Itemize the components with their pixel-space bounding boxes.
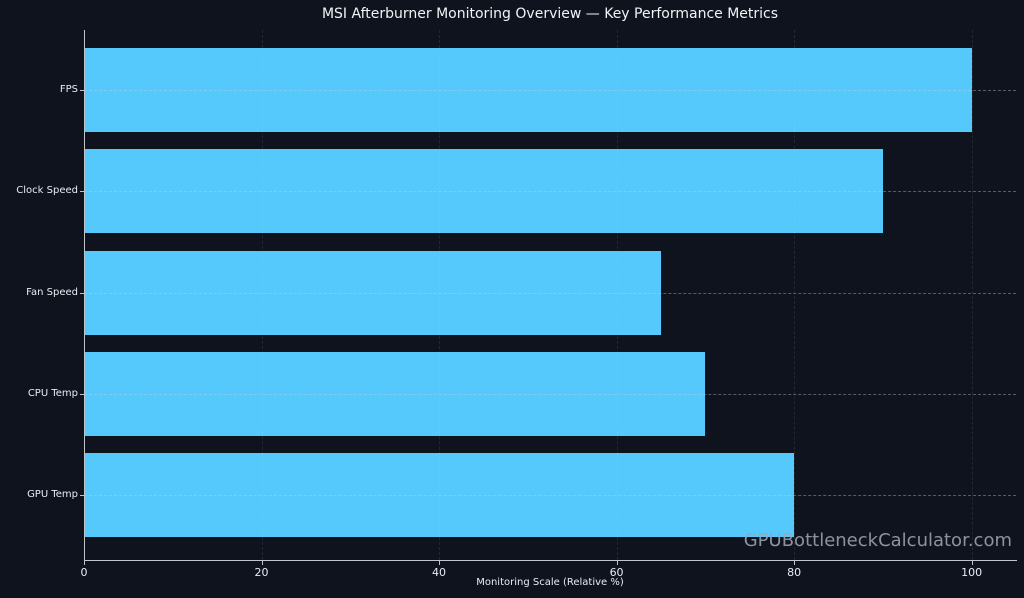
x-tick-label: 60 xyxy=(609,566,624,579)
y-tick-mark xyxy=(80,292,84,294)
v-gridline xyxy=(439,30,441,560)
v-gridline xyxy=(616,30,618,560)
x-tick-mark xyxy=(794,561,796,565)
y-axis-spine xyxy=(84,30,85,561)
x-tick-label: 40 xyxy=(432,566,447,579)
y-tick-label: FPS xyxy=(59,84,78,95)
bar-cpu-temp xyxy=(84,351,706,436)
bar-fan-speed xyxy=(84,250,661,335)
y-tick-mark xyxy=(80,393,84,395)
x-tick-label: 80 xyxy=(787,566,802,579)
plot-area xyxy=(84,30,1016,560)
x-tick-mark xyxy=(439,561,441,565)
x-axis-label: Monitoring Scale (Relative %) xyxy=(476,577,624,588)
x-tick-mark xyxy=(84,561,85,565)
y-tick-mark xyxy=(80,90,84,91)
x-tick-mark xyxy=(261,561,263,565)
v-gridline xyxy=(971,30,973,560)
bar-clock-speed xyxy=(84,149,883,234)
watermark-text: GPUBottleneckCalculator.com xyxy=(743,530,1012,551)
bar-fps xyxy=(84,48,972,132)
h-gridline xyxy=(84,90,1016,91)
x-tick-label: 20 xyxy=(254,566,269,579)
y-tick-label: Fan Speed xyxy=(26,286,78,298)
x-axis-spine xyxy=(84,560,1017,561)
y-tick-label: GPU Temp xyxy=(27,489,78,500)
x-tick-label: 0 xyxy=(80,566,88,579)
v-gridline xyxy=(261,30,263,560)
v-gridline xyxy=(794,30,796,560)
h-gridline xyxy=(84,191,1016,193)
y-tick-label: Clock Speed xyxy=(16,185,78,197)
h-gridline xyxy=(84,393,1016,395)
x-tick-label: 100 xyxy=(961,566,983,579)
h-gridline xyxy=(84,495,1016,496)
y-tick-mark xyxy=(80,495,84,496)
y-tick-label: CPU Temp xyxy=(27,387,78,399)
x-tick-mark xyxy=(971,561,973,565)
h-gridline xyxy=(84,292,1016,294)
chart-title: MSI Afterburner Monitoring Overview — Ke… xyxy=(321,6,779,22)
x-tick-mark xyxy=(616,561,618,565)
bar-gpu-temp xyxy=(84,453,795,537)
y-tick-mark xyxy=(80,191,84,193)
